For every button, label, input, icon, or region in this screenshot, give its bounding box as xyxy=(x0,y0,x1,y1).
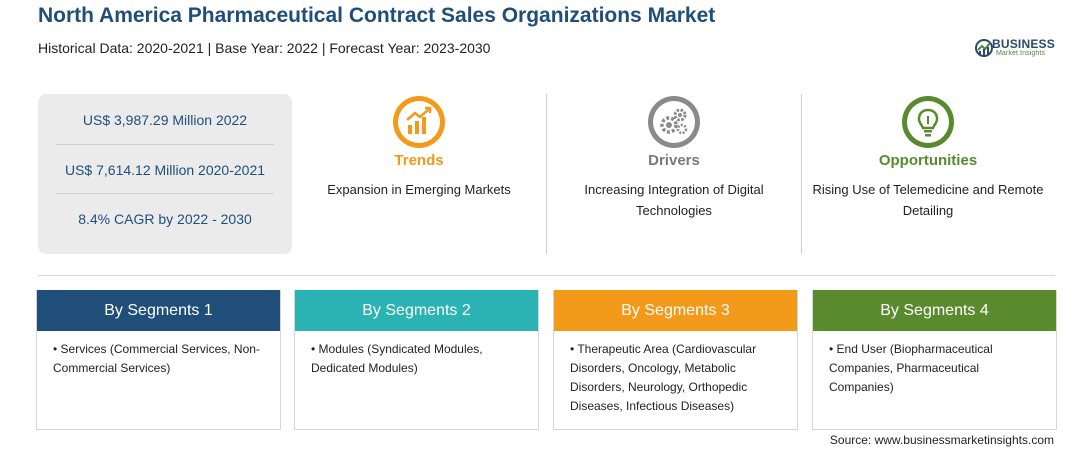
segment-4-item: End User (Biopharmaceutical Companies, P… xyxy=(829,342,993,394)
stat-cagr: 8.4% CAGR by 2022 - 2030 xyxy=(78,211,252,227)
page-subtitle: Historical Data: 2020-2021 | Base Year: … xyxy=(38,40,491,56)
divider xyxy=(546,94,547,254)
bullet-icon: • xyxy=(311,342,319,356)
segment-card-3: By Segments 3 • Therapeutic Area (Cardio… xyxy=(553,290,798,430)
segment-card-2: By Segments 2 • Modules (Syndicated Modu… xyxy=(294,290,539,430)
drivers-description: Increasing Integration of Digital Techno… xyxy=(584,182,764,218)
segment-3-header: By Segments 3 xyxy=(554,290,797,331)
segment-card-1: By Segments 1 • Services (Commercial Ser… xyxy=(36,290,281,430)
lightbulb-icon xyxy=(902,96,954,148)
drivers-card: Drivers Increasing Integration of Digita… xyxy=(549,94,799,221)
opportunities-description: Rising Use of Telemedicine and Remote De… xyxy=(812,182,1044,218)
segment-2-item: Modules (Syndicated Modules, Dedicated M… xyxy=(311,342,483,375)
logo-brand: BUSINESS xyxy=(992,37,1055,51)
segment-3-body: • Therapeutic Area (Cardiovascular Disor… xyxy=(554,331,797,416)
gears-icon xyxy=(648,96,700,148)
stat-market-size: US$ 3,987.29 Million 2022 xyxy=(82,112,248,128)
stat-historical: US$ 7,614.12 Million 2020-2021 xyxy=(64,162,266,178)
logo-tagline: Market Insights xyxy=(996,50,1045,57)
opportunities-title: Opportunities xyxy=(878,152,978,169)
bullet-icon: • xyxy=(570,342,578,356)
trends-description: Expansion in Emerging Markets xyxy=(327,182,511,197)
segment-4-body: • End User (Biopharmaceutical Companies,… xyxy=(813,331,1056,397)
stat-divider xyxy=(56,144,274,145)
trends-title: Trends xyxy=(394,152,444,169)
bullet-icon: • xyxy=(829,342,837,356)
globe-logo-icon xyxy=(975,39,993,57)
company-logo: BUSINESS Market Insights xyxy=(974,36,1064,62)
market-stats-panel: US$ 3,987.29 Million 2022 US$ 7,614.12 M… xyxy=(38,94,292,254)
segment-1-item: Services (Commercial Services, Non-Comme… xyxy=(53,342,260,375)
bullet-icon: • xyxy=(53,342,61,356)
growth-chart-icon xyxy=(393,96,445,148)
segment-1-body: • Services (Commercial Services, Non-Com… xyxy=(37,331,280,378)
segment-2-body: • Modules (Syndicated Modules, Dedicated… xyxy=(295,331,538,378)
opportunities-card: Opportunities Rising Use of Telemedicine… xyxy=(803,94,1053,221)
segment-4-header: By Segments 4 xyxy=(813,290,1056,331)
divider xyxy=(801,94,802,254)
section-divider xyxy=(38,275,1055,276)
source-citation: Source: www.businessmarketinsights.com xyxy=(829,433,1054,447)
segment-card-4: By Segments 4 • End User (Biopharmaceuti… xyxy=(812,290,1057,430)
drivers-title: Drivers xyxy=(648,152,700,169)
segment-2-header: By Segments 2 xyxy=(295,290,538,331)
trends-card: Trends Expansion in Emerging Markets xyxy=(294,94,544,200)
segment-3-item: Therapeutic Area (Cardiovascular Disorde… xyxy=(570,342,757,413)
segment-1-header: By Segments 1 xyxy=(37,290,280,331)
page-title: North America Pharmaceutical Contract Sa… xyxy=(38,4,716,27)
stat-divider xyxy=(56,193,274,194)
